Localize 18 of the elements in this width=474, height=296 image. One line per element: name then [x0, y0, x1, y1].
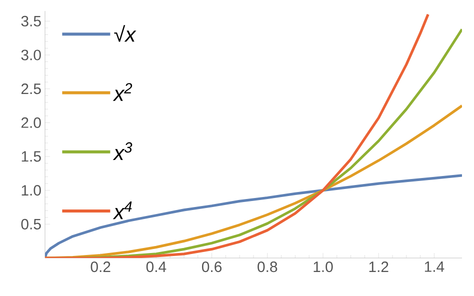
- x-tick-label: 1.4: [424, 262, 444, 272]
- y-tick-label: 0.5: [21, 218, 41, 230]
- legend-label: x$^{2}$: [112, 83, 132, 101]
- y-tick-label: 2.0: [21, 117, 41, 128]
- x-tick-label: 0.6: [202, 262, 222, 272]
- y-tick-label: 1.0: [22, 185, 41, 196]
- legend-label: √x: [114, 25, 136, 42]
- x-tick-label: 0.8: [258, 262, 278, 272]
- y-tick-label: 3.5: [21, 16, 41, 26]
- legend-label: x$^{3}$: [112, 142, 132, 160]
- y-tick-label: 1.5: [22, 151, 41, 162]
- y-tick-label: 3.0: [21, 50, 41, 60]
- x-tick-label: 0.2: [90, 262, 110, 272]
- x-tick-label: 1.0: [314, 262, 333, 272]
- x-tick-label: 1.2: [369, 262, 388, 272]
- y-tick-label: 2.5: [21, 84, 41, 94]
- x-tick-label: 0.4: [146, 262, 166, 272]
- legend-label: x$^{4}$: [112, 201, 132, 220]
